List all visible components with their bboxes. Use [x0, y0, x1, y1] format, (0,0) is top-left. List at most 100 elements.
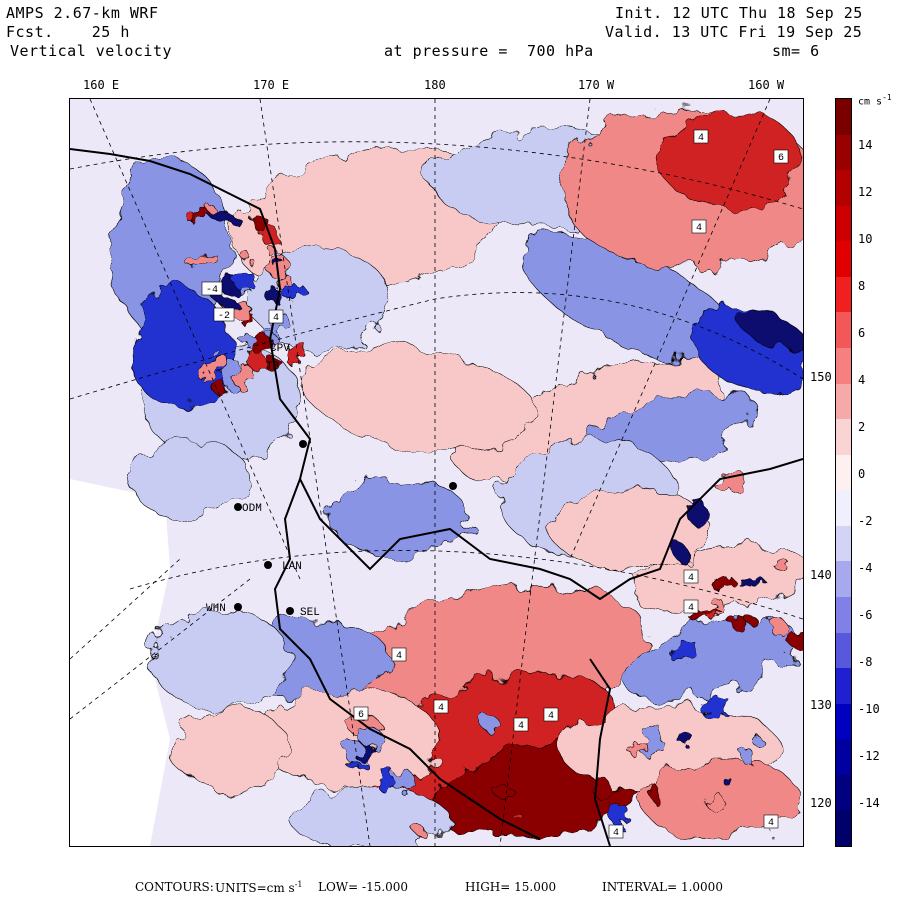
contour-fill-layer: [109, 108, 803, 846]
colorbar-band: [836, 810, 851, 847]
contour-label-box: [513, 717, 529, 732]
velocity-cell: [740, 747, 755, 766]
colorbar-band: [836, 276, 851, 313]
colorbar-band: [836, 774, 851, 811]
velocity-cell: [211, 294, 241, 309]
contour-label-box: [773, 149, 789, 164]
contour-label: -2: [218, 311, 230, 322]
velocity-cell: [301, 345, 539, 453]
velocity-map: CPV TB ODM LAN WHN SEL 4 4 4 4 4 4 4 4 4 4 4 -2 -4 6 6: [69, 98, 804, 847]
colorbar-band: [836, 383, 851, 420]
velocity-cell: [770, 557, 790, 569]
station-marker-lan: [264, 561, 272, 569]
contour-label-box: [391, 647, 407, 662]
lon-label-160e: 160 E: [83, 78, 120, 92]
velocity-cell: [129, 438, 251, 520]
velocity-cell: [769, 619, 789, 637]
velocity-cell: [410, 822, 430, 839]
contour-label: -4: [206, 285, 218, 296]
velocity-cell: [742, 615, 761, 626]
colorbar-tick-label: -10: [858, 702, 880, 716]
velocity-cell: [670, 540, 692, 564]
lon-label-170w: 170 W: [578, 78, 615, 92]
colorbar-band: [836, 134, 851, 171]
velocity-cell: [677, 730, 692, 746]
contour-label-box: [213, 307, 235, 322]
contour-label-box: [683, 569, 699, 584]
footer-units: UNITS=cm s-1: [215, 880, 303, 895]
contour-label-box: [693, 129, 709, 144]
contour-label: 4: [688, 573, 694, 584]
colorbar-tick-label: 2: [858, 420, 866, 434]
velocity-cell: [549, 488, 711, 570]
graticule-wedge-2: [70, 578, 251, 720]
velocity-cell: [378, 767, 395, 793]
velocity-cell: [721, 775, 731, 784]
velocity-cell: [233, 271, 256, 291]
contour-label: 4: [518, 721, 524, 732]
parallel-3: [129, 550, 803, 620]
station-tb: TB: [266, 361, 280, 373]
variable-name: Vertical velocity: [10, 42, 173, 60]
pressure-level: at pressure = 700 hPa: [384, 42, 594, 60]
contour-label: 4: [438, 703, 444, 714]
colorbar-tick-label: 14: [858, 138, 873, 152]
velocity-cell: [668, 640, 697, 661]
contour-label-box: [268, 309, 284, 324]
footer-contours: CONTOURS:: [135, 880, 214, 894]
colorbar-band: [836, 419, 851, 456]
contour-label-box: [763, 814, 779, 829]
velocity-cell: [240, 334, 256, 346]
velocity-cell: [169, 708, 291, 790]
graticule-wedge-1: [70, 558, 181, 660]
velocity-cell: [211, 348, 220, 357]
velocity-cell: [268, 253, 289, 280]
colorbar-units-text: cm s: [858, 96, 883, 108]
colorbar-tick-label: 0: [858, 467, 866, 481]
station-odm: ODM: [242, 503, 262, 515]
velocity-cell: [708, 611, 720, 621]
contour-label: 4: [396, 651, 402, 662]
colorbar-band: [836, 205, 851, 242]
colorbar-band: [836, 312, 851, 349]
contour-label-box: [608, 824, 624, 839]
station-sel: SEL: [300, 607, 320, 619]
station-cpv: CPV: [270, 343, 290, 355]
velocity-cell: [198, 356, 228, 380]
meridian-170e: [259, 99, 371, 846]
colorbar-tick-label: 10: [858, 232, 873, 246]
contour-label: 4: [698, 133, 704, 144]
colorbar-band: [836, 99, 851, 136]
colorbar-band: [836, 241, 851, 278]
velocity-cell: [704, 696, 730, 721]
velocity-cell: [751, 735, 763, 747]
stations: [234, 440, 457, 615]
contour-label-box: [543, 707, 559, 722]
colorbar-band: [836, 525, 851, 562]
model-title: AMPS 2.67-km WRF: [6, 4, 159, 22]
coast-main: [70, 148, 803, 601]
colorbar-band: [836, 739, 851, 776]
footer-low: LOW= -15.000: [318, 880, 409, 894]
velocity-cell: [289, 788, 451, 846]
velocity-cell: [281, 283, 306, 299]
footer-high: HIGH= 15.000: [465, 880, 557, 894]
contour-label: 4: [768, 818, 774, 829]
velocity-cell: [240, 251, 252, 262]
colorbar-tick-label: -2: [858, 514, 873, 528]
coast-inner: [589, 658, 612, 846]
colorbar-tick-label: -12: [858, 749, 880, 763]
contour-label: 4: [696, 223, 702, 234]
velocity-cell: [731, 615, 746, 632]
velocity-cell: [491, 786, 517, 798]
contour-labels: 4 4 4 4 4 4 4 4 4 4 4 -2 -4 6 6: [201, 129, 789, 839]
contour-label: 6: [358, 710, 364, 721]
velocity-cell: [707, 793, 726, 813]
velocity-cell: [185, 212, 196, 222]
velocity-cell: [737, 577, 765, 586]
contour-label: 4: [273, 313, 279, 324]
footer-units-text: UNITS=cm s: [215, 881, 295, 895]
colorbar-tick-label: -8: [858, 655, 873, 669]
contour-label-box: [691, 219, 707, 234]
velocity-cell: [477, 712, 502, 734]
